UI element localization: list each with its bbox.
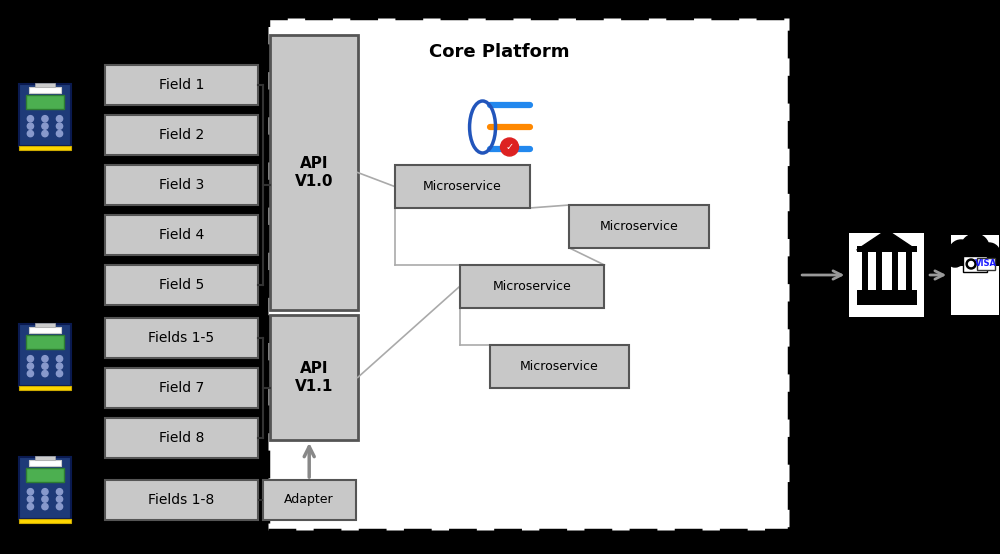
Circle shape [56,504,63,510]
Circle shape [42,363,48,370]
Bar [26,95,64,109]
Text: Adapter: Adapter [284,494,334,506]
Circle shape [56,116,63,122]
Bar [105,418,258,458]
Circle shape [56,356,63,362]
Text: Field 2: Field 2 [159,128,204,142]
Text: Fields 1-5: Fields 1-5 [148,331,214,345]
Bar [35,324,55,327]
Bar [19,146,71,150]
Circle shape [27,496,34,502]
Bar [460,265,604,308]
Bar [105,318,258,358]
Circle shape [42,131,48,137]
Circle shape [883,224,891,232]
Text: Field 3: Field 3 [159,178,204,192]
Text: Field 1: Field 1 [159,78,204,92]
Bar [906,250,912,290]
Circle shape [27,363,34,370]
Text: Microservice: Microservice [493,280,571,293]
Circle shape [501,138,519,156]
Bar [29,327,61,334]
Circle shape [42,504,48,510]
Circle shape [42,489,48,495]
Text: Field 4: Field 4 [159,228,204,242]
Circle shape [969,261,974,266]
Circle shape [27,489,34,495]
Text: API
V1.1: API V1.1 [295,361,333,394]
Circle shape [56,496,63,502]
Circle shape [946,249,964,267]
Bar [19,457,71,519]
Bar [569,205,709,248]
Bar [977,258,995,270]
Circle shape [966,259,976,269]
Circle shape [56,489,63,495]
Text: ✓: ✓ [505,142,514,152]
Bar [19,386,71,391]
Text: Core Platform: Core Platform [429,43,570,61]
Circle shape [42,123,48,129]
Text: Microservice: Microservice [423,180,501,193]
Bar [263,480,356,520]
Bar [105,65,258,105]
Circle shape [27,504,34,510]
Bar [857,246,917,252]
Bar [26,468,64,482]
Bar [892,250,898,290]
Text: VISA: VISA [975,259,997,269]
Circle shape [56,131,63,137]
Bar [35,84,55,87]
Bar [105,480,258,520]
Bar [105,215,258,255]
Text: Field 8: Field 8 [159,431,204,445]
Bar [19,519,71,524]
Circle shape [42,116,48,122]
Circle shape [56,363,63,370]
Bar [951,235,999,315]
Text: API
V1.0: API V1.0 [294,156,333,189]
Bar [29,460,61,466]
Bar [270,35,358,310]
Circle shape [42,356,48,362]
Bar [26,335,64,349]
Bar [29,87,61,93]
Circle shape [949,240,973,264]
Bar [951,252,999,266]
Bar [490,345,629,388]
Bar [857,290,917,305]
Circle shape [56,371,63,377]
Circle shape [27,116,34,122]
Bar [105,165,258,205]
Bar [849,233,924,317]
Text: Fields 1-8: Fields 1-8 [148,493,214,507]
Bar [963,256,987,272]
Bar [105,368,258,408]
Bar [268,18,789,530]
Bar [876,250,882,290]
Circle shape [42,496,48,502]
Bar [19,84,71,146]
Circle shape [27,131,34,137]
Bar [395,165,530,208]
Circle shape [978,243,1000,265]
Circle shape [27,123,34,129]
Bar [270,315,358,440]
Text: Field 5: Field 5 [159,278,204,292]
Text: Microservice: Microservice [520,360,599,373]
Circle shape [961,234,989,262]
Bar [105,265,258,305]
Text: Field 7: Field 7 [159,381,204,395]
Bar [35,456,55,460]
Polygon shape [857,230,917,250]
Bar [862,250,868,290]
Bar [105,115,258,155]
Circle shape [42,371,48,377]
Text: Microservice: Microservice [600,220,679,233]
Bar [19,324,71,386]
Circle shape [27,356,34,362]
Circle shape [56,123,63,129]
Circle shape [27,371,34,377]
